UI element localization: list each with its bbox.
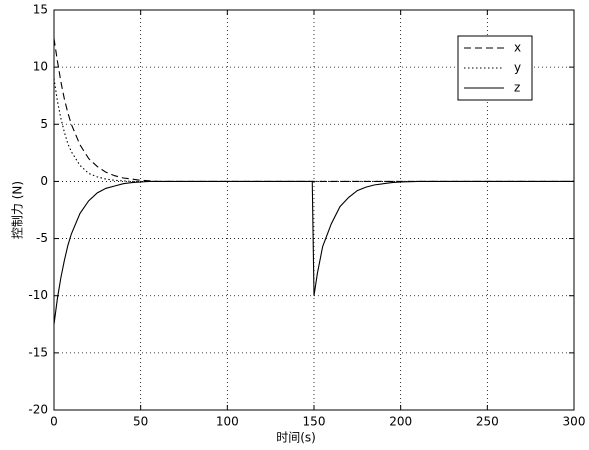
x-tick-label: 150 — [303, 415, 326, 429]
x-axis-label: 时间(s) — [276, 431, 316, 445]
y-tick-label: -5 — [36, 231, 48, 245]
y-tick-label: 0 — [40, 174, 48, 188]
legend-box — [457, 35, 533, 101]
axes-box — [53, 9, 575, 411]
legend-label: x — [514, 41, 521, 55]
x-tick-label: 250 — [476, 415, 499, 429]
y-tick-label: -20 — [28, 403, 48, 417]
x-tick-label: 300 — [563, 415, 586, 429]
y-tick-label: -10 — [28, 288, 48, 302]
y-tick-label: -15 — [28, 345, 48, 359]
legend-label: y — [514, 61, 521, 75]
x-tick-label: 0 — [50, 415, 58, 429]
y-axis-label: 控制力 (N) — [11, 181, 25, 239]
x-tick-label: 50 — [133, 415, 148, 429]
y-tick-label: 15 — [33, 3, 48, 17]
x-tick-label: 200 — [389, 415, 412, 429]
legend-label: z — [514, 81, 520, 95]
y-tick-label: 5 — [40, 117, 48, 131]
line-series — [53, 180, 574, 325]
y-tick-label: 10 — [33, 60, 48, 74]
x-tick-label: 100 — [216, 415, 239, 429]
